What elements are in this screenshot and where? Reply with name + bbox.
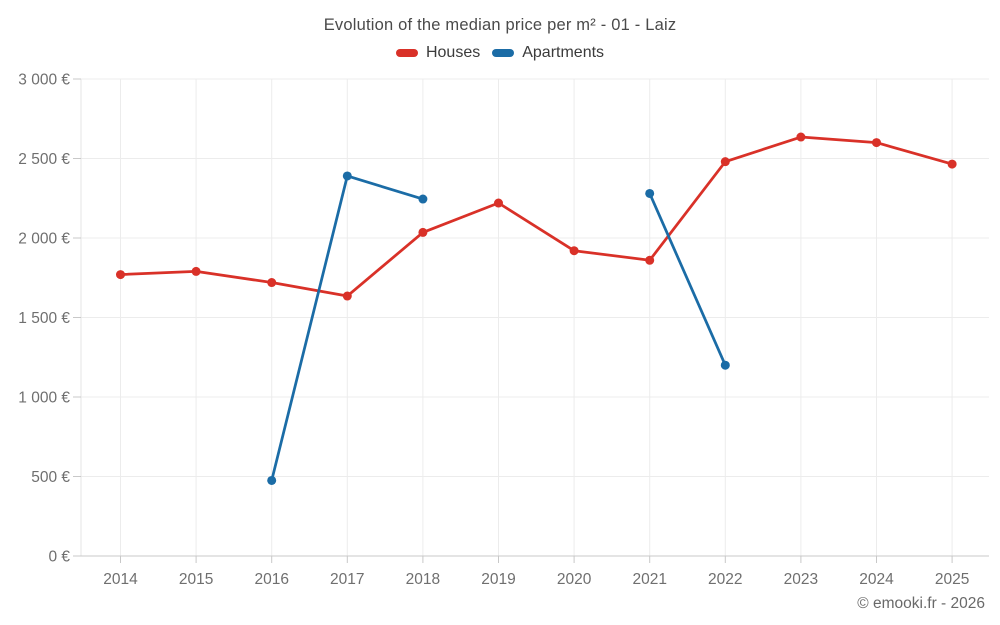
data-point-apartments-2021[interactable] (645, 188, 655, 198)
x-axis-label: 2021 (632, 571, 666, 588)
data-point-houses-2020[interactable] (569, 246, 579, 256)
data-point-houses-2025[interactable] (947, 159, 957, 169)
copyright-text: © emooki.fr - 2026 (857, 595, 985, 612)
x-axis-label: 2017 (330, 571, 364, 588)
y-axis-label: 2 000 € (18, 231, 70, 248)
series-line-apartments (648, 192, 727, 367)
data-point-houses-2023[interactable] (796, 132, 806, 142)
data-point-houses-2022[interactable] (720, 157, 730, 167)
houses-series-swatch-icon (395, 49, 418, 57)
x-axis-label: 2023 (784, 571, 818, 588)
y-axis-label: 0 € (48, 549, 70, 566)
data-point-houses-2017[interactable] (342, 291, 352, 301)
x-axis-label: 2014 (103, 571, 138, 588)
y-axis-label: 1 500 € (18, 310, 70, 327)
data-point-houses-2014[interactable] (116, 270, 125, 280)
y-axis-label: 500 € (31, 469, 70, 486)
y-axis-label: 2 500 € (18, 151, 70, 168)
data-point-houses-2021[interactable] (645, 255, 655, 265)
data-point-houses-2019[interactable] (494, 198, 503, 208)
legend-label-apartments: Apartments (522, 44, 605, 61)
x-axis-label: 2016 (254, 571, 288, 588)
data-point-apartments-2018[interactable] (418, 194, 428, 204)
data-point-houses-2016[interactable] (267, 278, 277, 288)
data-point-houses-2024[interactable] (872, 138, 881, 148)
series-line-houses (119, 135, 954, 298)
legend-item-apartments[interactable]: Apartments (492, 44, 604, 62)
x-axis-label: 2020 (557, 571, 592, 588)
legend-label-houses: Houses (425, 44, 481, 61)
chart-legend: Houses Apartments (0, 44, 1000, 62)
x-axis-label: 2018 (406, 571, 440, 588)
legend-item-houses[interactable]: Houses (395, 44, 481, 62)
apartments-series-swatch-icon (492, 49, 515, 57)
data-point-apartments-2017[interactable] (342, 171, 352, 181)
data-point-houses-2018[interactable] (418, 227, 428, 237)
y-axis-label: 1 000 € (18, 390, 70, 407)
x-axis-label: 2019 (481, 571, 515, 588)
x-axis-label: 2024 (859, 571, 894, 588)
y-axis-label: 3 000 € (18, 72, 70, 89)
x-axis-label: 2015 (179, 571, 213, 588)
x-axis-label: 2025 (935, 571, 969, 588)
data-point-apartments-2016[interactable] (267, 475, 277, 485)
chart-title: Evolution of the median price per m² - 0… (323, 16, 677, 34)
data-point-houses-2015[interactable] (191, 266, 201, 276)
x-axis-label: 2022 (708, 571, 742, 588)
data-point-apartments-2022[interactable] (720, 360, 730, 370)
